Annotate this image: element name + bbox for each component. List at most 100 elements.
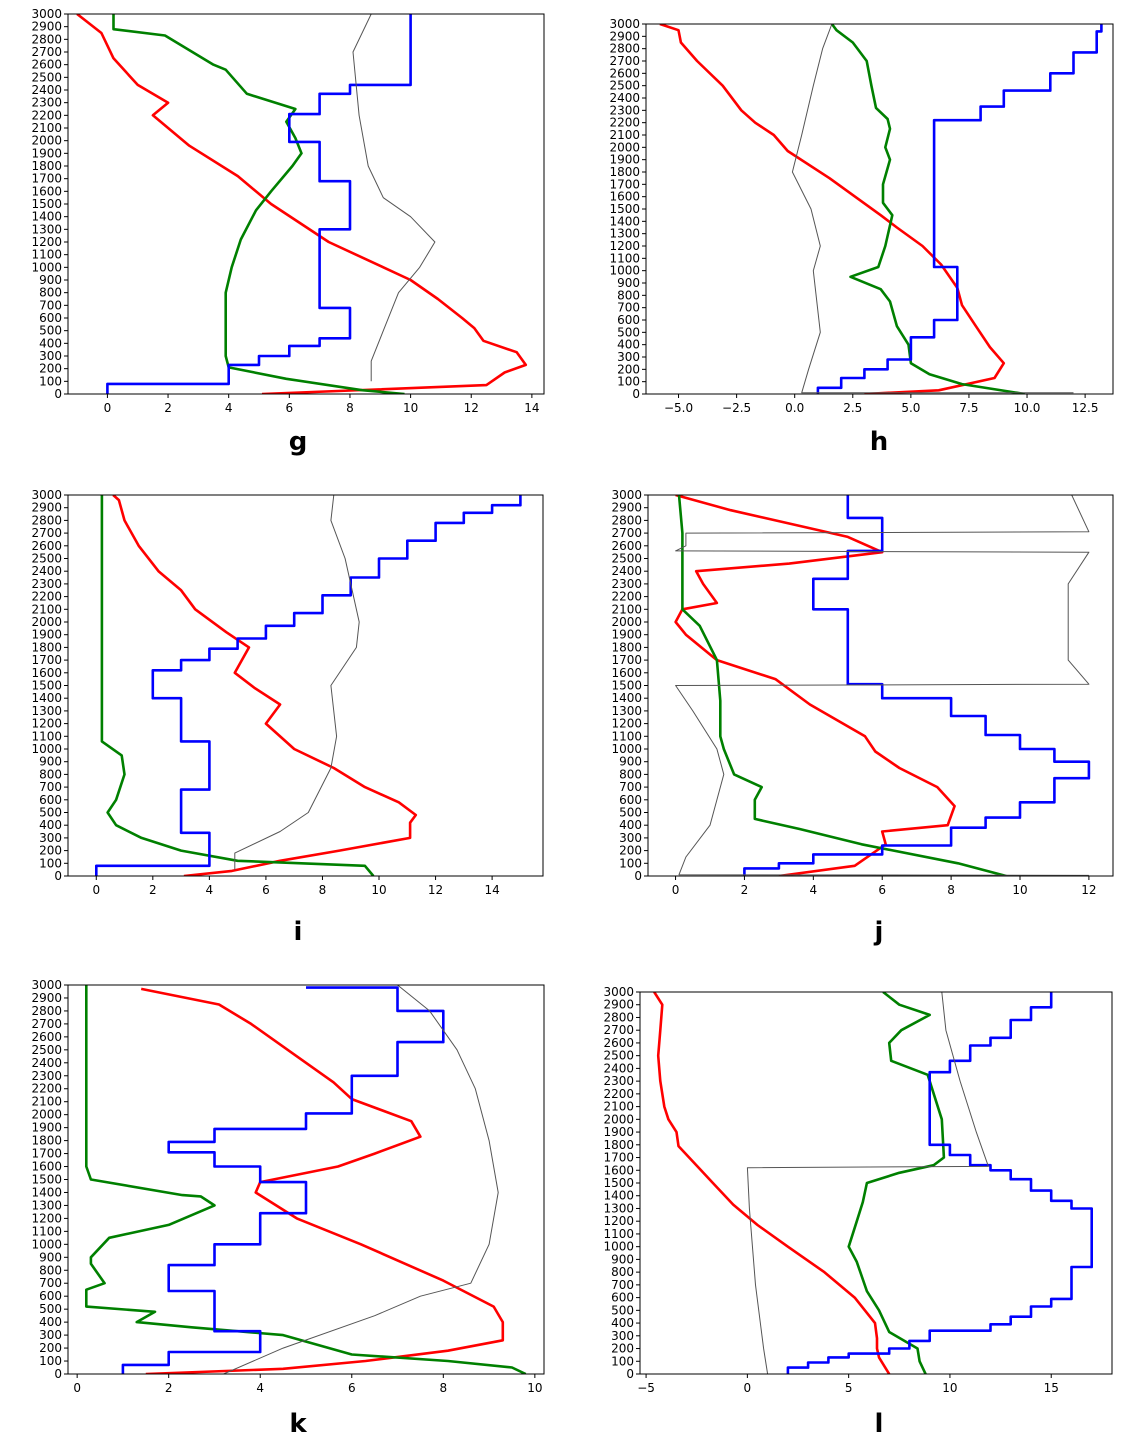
series-line-gray (675, 495, 1090, 876)
y-tick-label: 900 (619, 755, 642, 769)
x-tick-label: −5 (637, 1381, 655, 1395)
panel-label: i (294, 917, 303, 947)
y-tick-label: 2100 (31, 121, 62, 135)
y-tick-label: 800 (39, 767, 62, 781)
series-line-red (112, 495, 418, 876)
x-tick-label: −2.5 (722, 401, 751, 415)
y-tick-label: 500 (619, 806, 642, 820)
series-line-green (847, 992, 946, 1374)
series-line-red (659, 24, 1006, 394)
series-line-blue (121, 986, 445, 1374)
y-tick-label: 3000 (611, 488, 642, 502)
y-tick-label: 300 (617, 350, 640, 364)
y-tick-label: 1200 (31, 717, 62, 731)
series-group (76, 14, 528, 394)
y-tick-label: 2700 (611, 526, 642, 540)
y-tick-label: 1600 (611, 666, 642, 680)
y-tick-label: 2700 (609, 54, 640, 68)
x-tick-label: 8 (319, 883, 327, 897)
y-tick-label: 600 (619, 793, 642, 807)
y-tick-label: 1300 (31, 1198, 62, 1212)
y-tick-label: 2500 (31, 70, 62, 84)
y-tick-label: 1100 (609, 251, 640, 265)
panel-label: g (289, 427, 308, 457)
y-tick-label: 1700 (31, 172, 62, 186)
y-tick-label: 2300 (609, 103, 640, 117)
y-tick-label: 1800 (31, 640, 62, 654)
y-tick-label: 2900 (609, 29, 640, 43)
series-line-gray (746, 992, 989, 1374)
y-tick-label: 1100 (611, 729, 642, 743)
series-line-gray (223, 985, 499, 1374)
y-tick-label: 1000 (31, 1237, 62, 1251)
series-line-blue (106, 14, 412, 394)
y-tick-label: 600 (617, 313, 640, 327)
y-tick-label: 100 (39, 856, 62, 870)
y-tick-label: 2100 (31, 602, 62, 616)
x-tick-label: 10 (942, 1381, 957, 1395)
y-tick-label: 1400 (31, 210, 62, 224)
y-tick-label: 400 (617, 338, 640, 352)
x-tick-label: 0.0 (785, 401, 804, 415)
y-tick-label: 100 (39, 1354, 62, 1368)
x-tick-label: 4 (225, 401, 233, 415)
y-tick-label: 1200 (609, 239, 640, 253)
y-tick-label: 2900 (31, 501, 62, 515)
y-tick-label: 0 (634, 869, 642, 883)
y-tick-label: 2600 (611, 539, 642, 553)
x-tick-label: 4 (256, 1381, 264, 1395)
x-tick-label: 0 (744, 1381, 752, 1395)
y-tick-label: 2200 (609, 116, 640, 130)
x-tick-label: 12 (464, 401, 479, 415)
y-tick-label: 1600 (31, 184, 62, 198)
series-line-green (100, 495, 375, 876)
y-tick-label: 2200 (611, 590, 642, 604)
y-tick-label: 1900 (609, 153, 640, 167)
chart-panel-k: 0100200300400500600700800900100011001200… (31, 978, 545, 1439)
series-line-green (85, 985, 527, 1374)
x-tick-label: 2.5 (843, 401, 862, 415)
y-tick-label: 2100 (609, 128, 640, 142)
x-tick-label: 7.5 (959, 401, 978, 415)
y-tick-label: 3000 (603, 985, 634, 999)
y-tick-label: 1100 (31, 248, 62, 262)
y-tick-label: 1600 (603, 1163, 634, 1177)
x-tick-label: −5.0 (664, 401, 693, 415)
y-tick-label: 700 (39, 1276, 62, 1290)
y-tick-label: 2000 (603, 1112, 634, 1126)
y-tick-label: 1200 (31, 1211, 62, 1225)
y-tick-label: 2100 (603, 1100, 634, 1114)
y-tick-label: 200 (617, 362, 640, 376)
y-tick-label: 1400 (609, 214, 640, 228)
x-tick-label: 2 (149, 883, 157, 897)
y-tick-label: 1000 (31, 742, 62, 756)
y-tick-label: 2200 (603, 1087, 634, 1101)
y-tick-label: 1900 (31, 1121, 62, 1135)
y-tick-label: 1000 (609, 264, 640, 278)
y-tick-label: 1300 (603, 1201, 634, 1215)
y-tick-label: 700 (619, 780, 642, 794)
y-tick-label: 800 (619, 767, 642, 781)
series-group (659, 24, 1103, 394)
series-line-blue (786, 992, 1093, 1374)
y-tick-label: 2400 (31, 1056, 62, 1070)
y-tick-label: 300 (39, 349, 62, 363)
y-tick-label: 1400 (31, 1185, 62, 1199)
y-tick-label: 2700 (31, 45, 62, 59)
panel-label: j (874, 917, 884, 947)
x-tick-label: 8 (439, 1381, 447, 1395)
y-tick-label: 1500 (609, 202, 640, 216)
y-tick-label: 0 (626, 1367, 634, 1381)
y-tick-label: 700 (611, 1278, 634, 1292)
series-line-green (677, 495, 1007, 876)
series-group (674, 495, 1091, 876)
y-tick-label: 400 (39, 336, 62, 350)
y-tick-label: 1600 (609, 190, 640, 204)
y-tick-label: 600 (39, 793, 62, 807)
y-tick-label: 1900 (611, 628, 642, 642)
x-tick-label: 0 (672, 883, 680, 897)
series-group (653, 992, 1093, 1374)
y-tick-label: 2800 (31, 1004, 62, 1018)
y-tick-label: 2200 (31, 1082, 62, 1096)
